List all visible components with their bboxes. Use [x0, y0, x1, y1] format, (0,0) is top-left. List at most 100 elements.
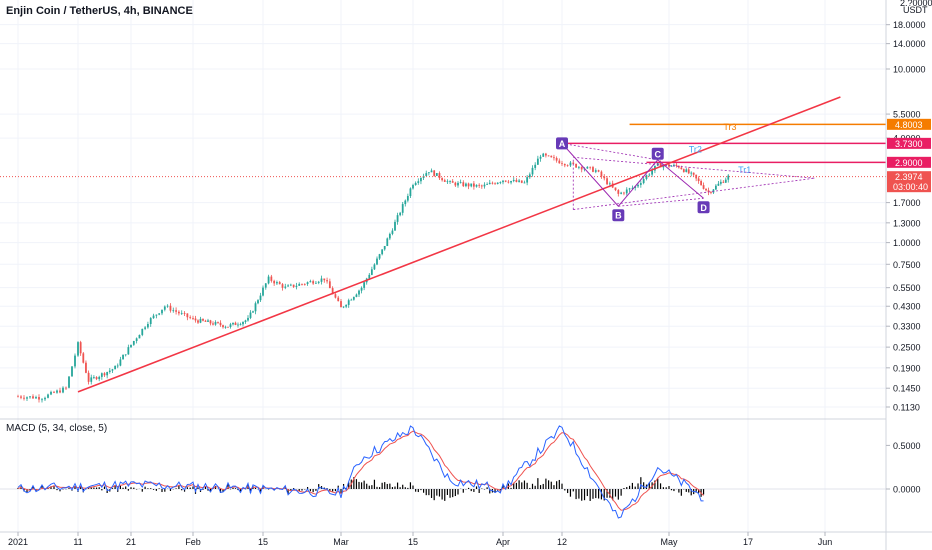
pattern-label-d[interactable]: D — [697, 201, 710, 214]
symbol-title[interactable]: Enjin Coin / TetherUS, 4h, BINANCE — [6, 5, 193, 17]
candle-body — [512, 179, 515, 182]
candle-body — [553, 157, 555, 159]
candle-body — [478, 184, 481, 186]
price-badge-text: 2.3974 — [895, 172, 923, 182]
candle-body — [85, 362, 87, 373]
candle-body — [222, 325, 224, 328]
candle-body — [606, 178, 608, 185]
abcd-path — [561, 143, 704, 207]
candle-body — [406, 196, 409, 201]
candle-body — [412, 185, 414, 189]
candle-body — [727, 175, 730, 180]
candle-body — [690, 172, 693, 174]
macd-indicator — [0, 425, 886, 519]
candle-body — [491, 182, 494, 184]
pattern-label-b[interactable]: B — [612, 209, 625, 222]
price-pane[interactable] — [0, 0, 886, 418]
candle-body — [345, 304, 348, 307]
candle-body — [77, 342, 79, 356]
candle-body — [625, 189, 628, 194]
candle-body — [404, 200, 407, 205]
candle-body — [95, 377, 98, 380]
price-tick-label: 0.1130 — [893, 403, 920, 413]
drawing-overlays: Tr1 Tr2 Tr3 — [0, 96, 886, 393]
triangle-upper-edge — [573, 156, 815, 179]
candle-body — [130, 344, 132, 348]
candle-body — [334, 294, 337, 298]
candle-body — [504, 180, 507, 182]
candle-body — [710, 192, 712, 193]
price-tick-label: 0.3300 — [893, 322, 921, 332]
pattern-label-a[interactable]: A — [556, 137, 568, 150]
candle-body — [342, 306, 345, 308]
candle-body — [502, 180, 504, 183]
price-tick-label: 18.0000 — [893, 20, 926, 30]
candle-body — [264, 283, 267, 288]
price-tick-label: 5.5000 — [893, 110, 921, 120]
candle-body — [396, 215, 399, 222]
price-tick-label: 1.0000 — [893, 238, 921, 248]
candle-body — [207, 320, 209, 322]
candle-body — [169, 305, 172, 311]
candle-body — [119, 359, 122, 366]
candle-body — [614, 187, 617, 191]
candle-body — [639, 183, 642, 185]
candle-body — [209, 320, 212, 324]
candle-body — [47, 394, 49, 398]
price-badge-bg — [887, 171, 931, 193]
candle-body — [166, 305, 169, 307]
time-axis[interactable]: 2021 11 21 Feb 15 Mar 15 Apr 12 May 17 Jun — [8, 532, 832, 547]
candle-body — [292, 284, 295, 287]
candle-body — [155, 314, 158, 316]
candle-body — [697, 178, 700, 182]
price-axis[interactable]: 18.000014.000010.00005.50004.00001.70001… — [886, 20, 926, 413]
candle-body — [278, 282, 281, 285]
price-badge-text: 4.8003 — [895, 120, 923, 130]
candle-body — [594, 170, 597, 172]
price-tick-label: 0.1450 — [893, 384, 921, 394]
time-tick-label: May — [660, 537, 678, 547]
candle-body — [507, 181, 510, 183]
candle-body — [414, 182, 417, 186]
candle-body — [74, 355, 76, 367]
macd-axis[interactable]: 0.5000 0.0000 — [886, 441, 921, 495]
price-badge-text: 3.7300 — [895, 139, 923, 149]
price-tick-label: 0.4300 — [893, 302, 921, 312]
triangle-lower-edge — [573, 177, 815, 210]
candle-body — [645, 175, 648, 179]
candle-body — [254, 303, 257, 312]
candle-body — [350, 299, 353, 301]
time-tick-label: Feb — [185, 537, 201, 547]
pattern-label-box — [612, 209, 625, 222]
candle-body — [257, 300, 259, 304]
candle-body — [41, 399, 43, 401]
pattern-label-c[interactable]: C — [651, 147, 664, 160]
candle-body — [219, 322, 222, 326]
macd-legend[interactable]: MACD (5, 34, close, 5) — [6, 423, 107, 434]
candle-body — [592, 167, 594, 172]
candle-body — [662, 165, 665, 168]
candle-body — [420, 178, 422, 182]
candle-body — [376, 258, 378, 265]
candle-body — [475, 184, 478, 187]
time-tick-label: 12 — [557, 537, 567, 547]
candle-body — [32, 396, 34, 399]
candle-body — [520, 180, 523, 183]
candle-body — [438, 173, 441, 179]
price-badge-2.9000: 2.9000 — [887, 156, 931, 168]
candle-body — [82, 353, 85, 363]
candle-body — [528, 174, 531, 178]
candle-body — [589, 166, 592, 168]
candle-body — [470, 183, 473, 187]
macd-pane[interactable] — [0, 420, 886, 532]
tr-label-tr1: Tr1 — [738, 165, 751, 175]
candle-body — [132, 341, 135, 345]
candle-body — [93, 377, 95, 378]
price-candles — [17, 152, 730, 403]
candle-body — [433, 170, 436, 176]
candle-body — [542, 153, 545, 157]
price-badge-text: 2.9000 — [895, 158, 923, 168]
pattern-label-text: A — [559, 139, 566, 149]
candle-body — [675, 164, 678, 166]
